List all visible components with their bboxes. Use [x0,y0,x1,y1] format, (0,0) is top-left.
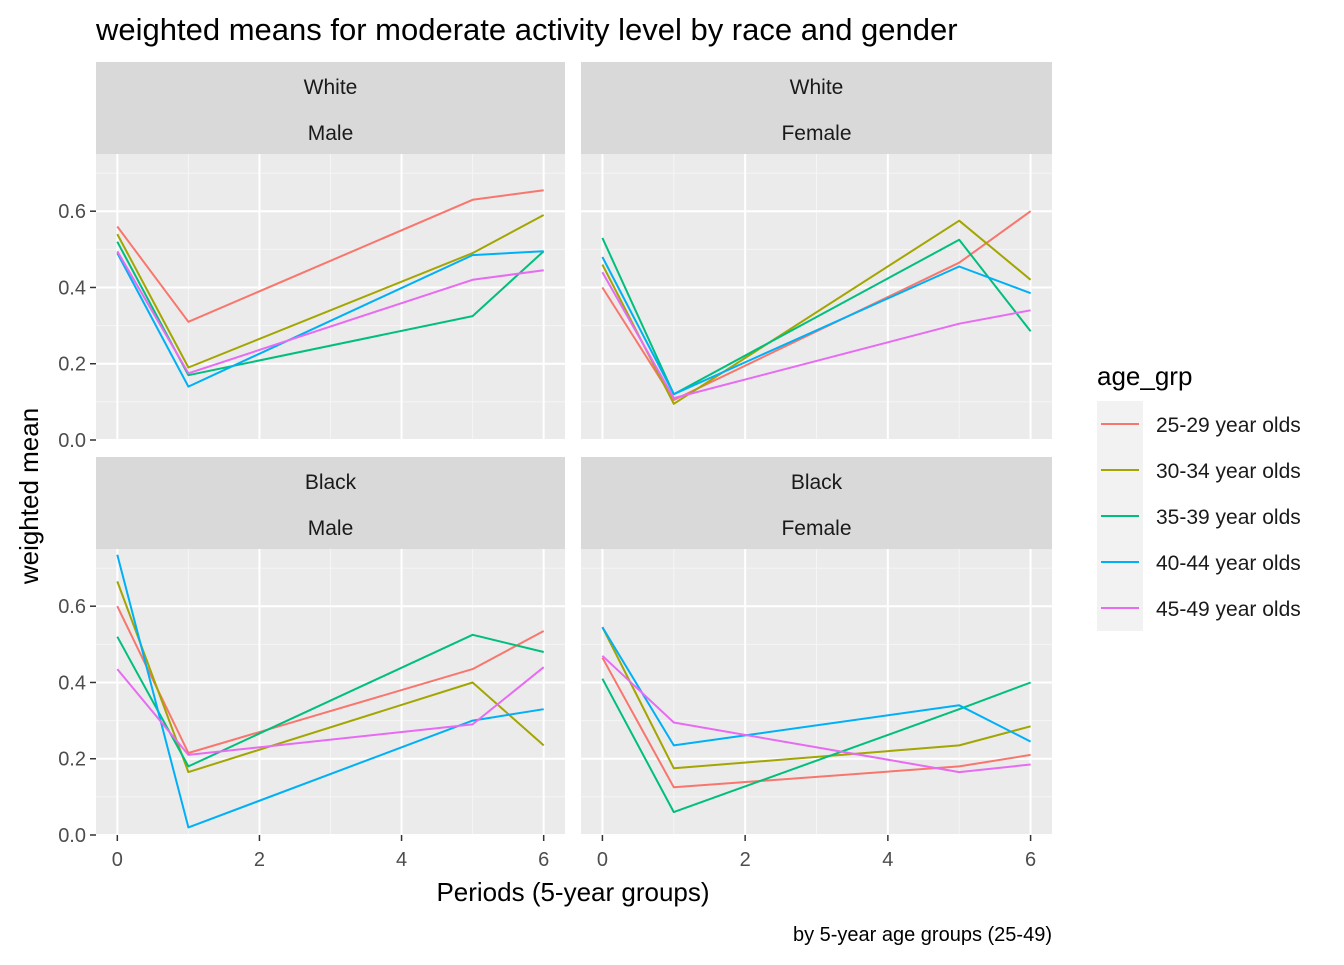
series-line-45-49 [116,666,545,756]
series-line-40-44 [601,256,1031,396]
facet-strip-race: Black [791,471,843,494]
facet-strip-gender: Female [781,517,851,540]
y-tick-label: 0.6 [58,596,86,618]
chart-caption: by 5-year age groups (25-49) [793,924,1052,946]
y-tick-label: 0.0 [58,430,86,452]
x-tick-label: 6 [1025,849,1036,871]
facet-strip [581,62,1052,154]
y-tick-label: 0.2 [58,749,86,771]
legend-title: age_grp [1097,361,1192,391]
legend-item: 25-29 year olds [1097,401,1301,447]
series-line-40-44 [116,554,544,829]
facet-strip-race: White [790,76,844,99]
series-line-35-39 [601,678,1031,814]
chart-title: weighted means for moderate activity lev… [95,12,958,47]
x-tick-label: 2 [254,849,265,871]
series-line-35-39 [116,633,544,768]
series-line-35-39 [601,237,1032,396]
series-line-30-34 [601,626,1031,770]
x-tick-label: 4 [882,849,893,871]
series-line-40-44 [116,250,544,388]
x-tick-label: 0 [112,849,123,871]
facet-panel-black-male: Black Male 0.0 0.2 0.4 0.6 0 2 4 6 [58,457,565,871]
facet-panel-white-male: White Male 0.0 0.2 0.4 0.6 [58,62,565,452]
y-axis-label: weighted mean [14,408,44,585]
series-line-45-49 [601,655,1031,774]
legend: age_grp 25-29 year olds 30-34 year olds 35… [1097,361,1301,631]
legend-label: 30-34 year olds [1156,460,1301,483]
y-tick-label: 0.6 [58,201,86,223]
legend-label: 25-29 year olds [1156,414,1301,437]
x-tick-label: 6 [538,849,549,871]
x-tick-label: 2 [740,849,751,871]
x-axis-label: Periods (5-year groups) [436,877,709,907]
facet-strip-gender: Male [308,122,354,145]
legend-label: 35-39 year olds [1156,506,1301,529]
facet-strip-gender: Female [781,122,851,145]
series-line-25-29 [601,657,1031,789]
facet-strip-race: Black [305,471,357,494]
facet-strip-race: White [304,76,358,99]
legend-label: 45-49 year olds [1156,598,1301,621]
legend-item: 35-39 year olds [1097,493,1301,539]
y-tick-label: 0.2 [58,354,86,376]
legend-item: 40-44 year olds [1097,539,1301,585]
facet-strip [96,62,565,154]
y-tick-label: 0.4 [58,672,86,694]
series-line-25-29 [116,189,544,323]
series-line-40-44 [601,626,1032,747]
series-line-30-34 [116,214,545,369]
legend-label: 40-44 year olds [1156,552,1301,575]
y-tick-label: 0.4 [58,277,86,299]
facet-strip [96,457,565,549]
x-tick-label: 0 [597,849,608,871]
facet-strip [581,457,1052,549]
facet-panel-white-female: White Female [581,62,1052,441]
facet-panel-black-female: Black Female 0 2 4 6 [581,457,1052,871]
legend-item: 45-49 year olds [1097,585,1301,631]
facet-strip-gender: Male [308,517,354,540]
series-line-35-39 [116,241,545,377]
series-line-45-49 [601,271,1031,400]
y-tick-label: 0.0 [58,825,86,847]
legend-item: 30-34 year olds [1097,447,1301,493]
series-line-45-49 [116,250,544,375]
x-tick-label: 4 [396,849,407,871]
